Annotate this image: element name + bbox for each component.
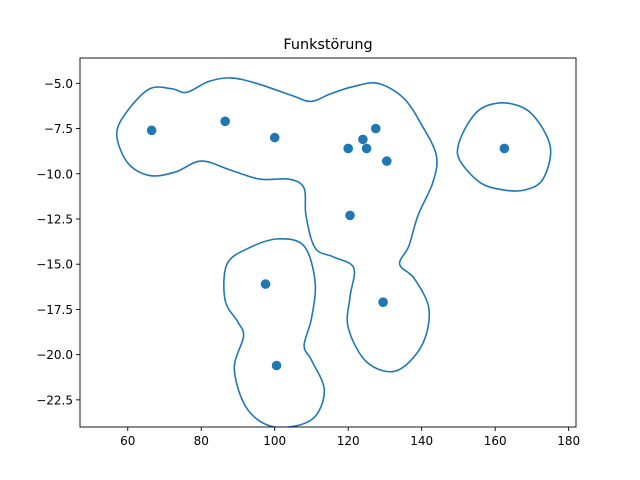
scatter-point-11 (260, 279, 271, 289)
y-tick-label: −22.5 (36, 393, 73, 407)
x-tick-label: 140 (410, 434, 433, 448)
plot-area (115, 77, 552, 427)
y-tick-label: −12.5 (36, 212, 73, 226)
contour-line-1 (115, 77, 438, 373)
scatter-point-9 (345, 210, 355, 221)
scatter-point-4 (343, 143, 354, 154)
x-tick-label: 60 (120, 434, 135, 448)
axes: 60 80 100 120 140 160 180 −5.0 −7.5 −10.0 −12.5 −15… (36, 57, 580, 448)
x-tick-label: 120 (337, 434, 360, 448)
scatter-point-10 (499, 143, 510, 154)
scatter-point-3 (269, 132, 280, 143)
y-tick-label: −7.5 (44, 122, 73, 136)
scatter-point-1 (146, 125, 157, 136)
contour-line-3 (223, 238, 326, 427)
contour-line-2 (456, 102, 552, 192)
scatter-point-5 (358, 134, 368, 145)
plot-content (115, 77, 552, 427)
x-tick-label: 160 (484, 434, 507, 448)
y-tick-label: −20.0 (36, 348, 73, 362)
x-tick-label: 100 (263, 434, 286, 448)
scatter-point-13 (271, 360, 282, 371)
scatter-point-6 (361, 143, 372, 154)
scatter-point-7 (370, 123, 381, 134)
scatter-point-2 (220, 116, 230, 127)
y-tick-label: −10.0 (36, 167, 73, 181)
axes-frame (79, 57, 577, 428)
x-tick-label: 80 (194, 434, 209, 448)
x-tick-label: 180 (557, 434, 580, 448)
scatter-point-12 (378, 297, 388, 307)
chart-title: Funkstörung (283, 37, 372, 53)
y-tick-label: −17.5 (36, 303, 73, 317)
scatter-point-8 (381, 156, 392, 166)
y-tick-label: −5.0 (44, 77, 73, 91)
y-tick-label: −15.0 (36, 258, 73, 272)
